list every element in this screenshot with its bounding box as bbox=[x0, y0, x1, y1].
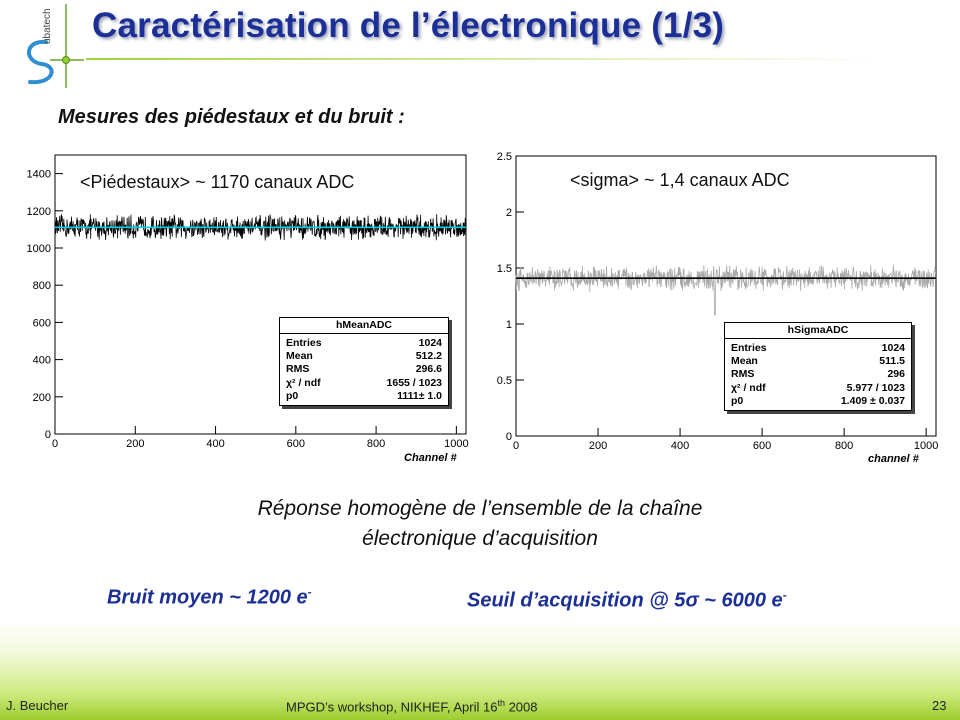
conclusion-line: électronique d’acquisition bbox=[362, 527, 598, 550]
subatech-logo: ubatech bbox=[27, 4, 84, 88]
title-underline bbox=[86, 58, 886, 60]
footer-author: J. Beucher bbox=[6, 698, 69, 713]
x-tick-label: 1000 bbox=[914, 440, 938, 452]
stats-row: Mean 511.5 bbox=[731, 355, 905, 368]
x-axis-title: channel # bbox=[868, 453, 919, 465]
footer-event: MPGD’s workshop, NIKHEF, April 16th 2008 bbox=[286, 698, 538, 715]
y-tick-label: 400 bbox=[33, 355, 51, 367]
y-tick-label: 200 bbox=[33, 392, 51, 404]
stats-row: RMS 296.6 bbox=[286, 363, 442, 376]
stats-row: RMS 296 bbox=[731, 368, 905, 381]
y-tick-label: 0 bbox=[506, 431, 512, 443]
y-tick-label: 0.5 bbox=[497, 375, 512, 387]
footer-gradient bbox=[0, 620, 960, 720]
y-tick-label: 1400 bbox=[27, 169, 51, 181]
conclusion-text: Réponse homogène de l’ensemble de la cha… bbox=[170, 494, 790, 554]
y-tick-label: 2.5 bbox=[497, 151, 512, 163]
y-tick-label: 0 bbox=[45, 429, 51, 441]
y-tick-label: 1200 bbox=[27, 206, 51, 218]
pedestal-plot: 0 200 400 600 800 1000 1200 1400 0 200 400 600 800 10… bbox=[0, 140, 480, 468]
y-tick-label: 2 bbox=[506, 207, 512, 219]
x-tick-label: 600 bbox=[753, 440, 771, 452]
stats-box-hmeanadc: hMeanADC Entries 1024 Mean 512.2 RMS 296.6 … bbox=[279, 317, 449, 407]
x-tick-label: 800 bbox=[367, 438, 385, 450]
sigma-symbol: σ bbox=[685, 589, 699, 612]
y-tick-label: 1000 bbox=[27, 243, 51, 255]
stats-box-title: hSigmaADC bbox=[725, 323, 911, 339]
page-number: 23 bbox=[932, 698, 947, 713]
x-tick-label: 1000 bbox=[444, 438, 468, 450]
svg-text:ubatech: ubatech bbox=[42, 8, 53, 44]
sigma-annotation: <sigma> ~ 1,4 canaux ADC bbox=[570, 170, 790, 190]
x-tick-label: 0 bbox=[513, 440, 519, 452]
x-tick-label: 200 bbox=[126, 438, 144, 450]
x-tick-label: 600 bbox=[287, 438, 305, 450]
x-tick-label: 400 bbox=[206, 438, 224, 450]
stats-row: p0 1.409 ± 0.037 bbox=[731, 394, 905, 407]
threshold-result: Seuil d’acquisition @ 5σ ~ 6000 e- bbox=[467, 588, 787, 612]
x-tick-label: 0 bbox=[52, 438, 58, 450]
stats-row: χ² / ndf 1655 / 1023 bbox=[286, 376, 442, 389]
y-tick-label: 600 bbox=[33, 317, 51, 329]
stats-box-hsigmaadc: hSigmaADC Entries 1024 Mean 511.5 RMS 296 χ… bbox=[724, 322, 912, 412]
y-tick-label: 800 bbox=[33, 280, 51, 292]
stats-box-title: hMeanADC bbox=[280, 318, 448, 334]
stats-row: Entries 1024 bbox=[286, 337, 442, 349]
x-tick-label: 200 bbox=[589, 440, 607, 452]
y-tick-label: 1.5 bbox=[497, 263, 512, 275]
stats-row: Mean 512.2 bbox=[286, 350, 442, 363]
x-tick-label: 800 bbox=[835, 440, 853, 452]
stats-row: Entries 1024 bbox=[731, 342, 905, 354]
x-tick-label: 400 bbox=[671, 440, 689, 452]
noise-result: Bruit moyen ~ 1200 e- bbox=[107, 585, 312, 609]
conclusion-line: Réponse homogène de l’ensemble de la cha… bbox=[257, 497, 703, 520]
pedestal-annotation: <Piédestaux> ~ 1170 canaux ADC bbox=[80, 172, 355, 192]
y-tick-label: 1 bbox=[506, 319, 512, 331]
slide-subtitle: Mesures des piédestaux et du bruit : bbox=[58, 106, 405, 128]
histogram-trace bbox=[54, 214, 466, 241]
sigma-plot: 0 0.5 1 1.5 2 2.5 0 200 400 600 800 1000 <sigma> ~ … bbox=[484, 140, 944, 468]
slide-title: Caractérisation de l’électronique (1/3) bbox=[92, 6, 725, 45]
stats-row: p0 1111± 1.0 bbox=[286, 389, 442, 402]
x-axis-title: Channel # bbox=[404, 452, 457, 464]
stats-row: χ² / ndf 5.977 / 1023 bbox=[731, 381, 905, 394]
